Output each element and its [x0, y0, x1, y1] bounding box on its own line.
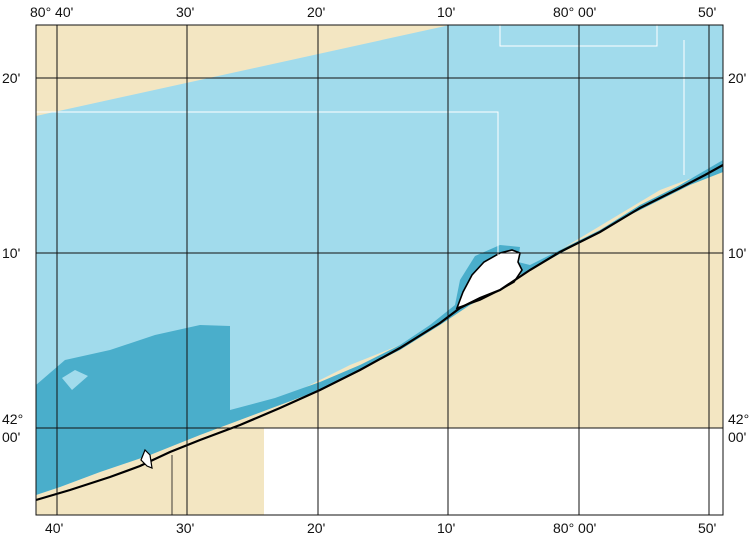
lon-label-top-1: 80° 40': [30, 4, 74, 20]
lon-label-top-2: 30': [176, 4, 195, 20]
lat-label-right-deg: 42°: [728, 411, 750, 427]
lat-label-left-10: 10': [2, 245, 21, 261]
lon-label-bottom-6: 50': [698, 520, 717, 536]
lon-label-bottom-5: 80° 00': [553, 520, 597, 536]
lon-label-bottom-3: 20': [307, 520, 326, 536]
coastline: [35, 164, 724, 502]
lon-label-top-3: 20': [307, 4, 326, 20]
lon-label-bottom-4: 10': [437, 520, 456, 536]
deep-water-area: [36, 160, 723, 495]
uncharted-area: [264, 428, 723, 515]
small-island: [140, 448, 153, 469]
lat-label-left-min: 00': [2, 429, 21, 445]
lat-label-right-10: 10': [728, 245, 747, 261]
grid-lines: [36, 25, 723, 515]
lon-label-top-6: 50': [698, 4, 717, 20]
lat-label-right-20: 20': [728, 70, 747, 86]
lon-label-top-5: 80° 00': [553, 4, 597, 20]
lon-label-bottom-1: 40': [45, 520, 64, 536]
lat-label-right-min: 00': [728, 429, 747, 445]
lat-label-left-20: 20': [2, 70, 21, 86]
map-frame: [35, 24, 724, 516]
deep-water-notch: [62, 370, 88, 390]
lon-label-bottom-2: 30': [176, 520, 195, 536]
lon-label-top-4: 10': [437, 4, 456, 20]
lat-label-left-deg: 42°: [2, 411, 24, 427]
